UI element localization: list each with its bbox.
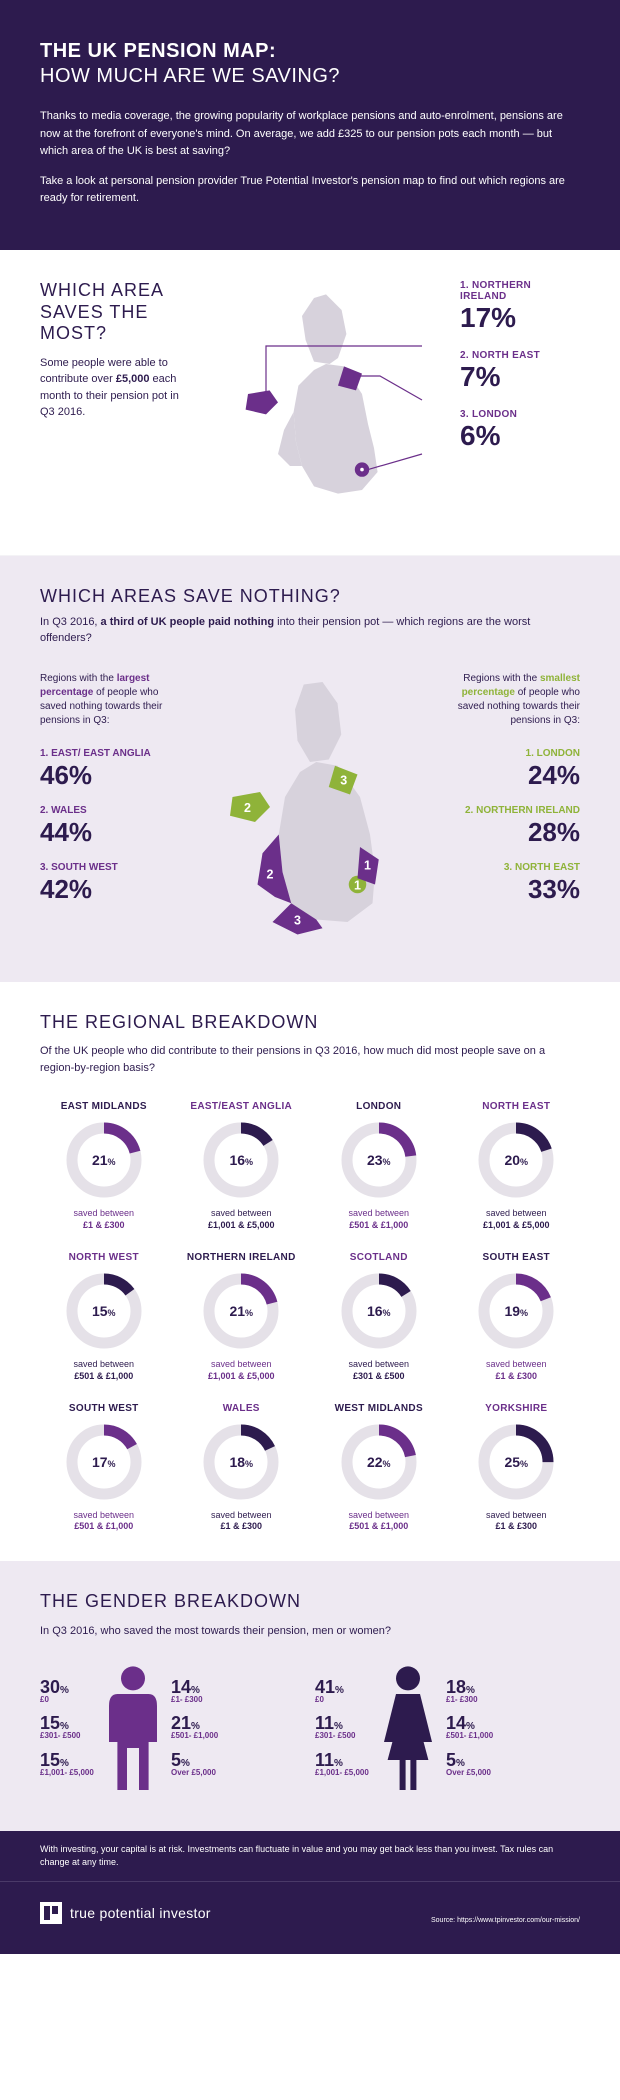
gender-stat: 21% £501- £1,000: [171, 1714, 226, 1741]
nothing-left-col: Regions with the largest percentage of p…: [40, 672, 170, 952]
svg-text:1: 1: [354, 878, 361, 892]
nothing-item: 1. LONDON 24%: [450, 748, 580, 791]
section-save-nothing: WHICH AREAS SAVE NOTHING? In Q3 2016, a …: [0, 556, 620, 982]
regional-title: THE REGIONAL BREAKDOWN: [40, 1012, 580, 1034]
region-donut: YORKSHIRE 25% saved between £1 & £300: [453, 1403, 581, 1532]
nothing-right-col: Regions with the smallest percentage of …: [450, 672, 580, 952]
hero-p1: Thanks to media coverage, the growing po…: [40, 108, 580, 161]
region-donut: NORTH EAST 20% saved between £1,001 & £5…: [453, 1101, 581, 1230]
nothing-item: 1. EAST/ EAST ANGLIA 46%: [40, 748, 170, 791]
saves-most-ranks: 1. NORTHERN IRELAND 17% 2. NORTH EAST 7%…: [460, 280, 580, 525]
nothing-item: 3. NORTH EAST 33%: [450, 862, 580, 905]
footer: true potential investor Source: https://…: [0, 1881, 620, 1954]
svg-text:1: 1: [364, 858, 371, 872]
svg-text:2: 2: [244, 801, 251, 815]
regional-sub: Of the UK people who did contribute to t…: [40, 1043, 580, 1076]
svg-text:3: 3: [294, 913, 301, 927]
section-regional: THE REGIONAL BREAKDOWN Of the UK people …: [0, 982, 620, 1562]
man-icon: [103, 1664, 163, 1796]
rank-item: 2. NORTH EAST 7%: [460, 350, 580, 393]
gender-stat: 11% £1,001- £5,000: [315, 1751, 370, 1778]
region-donut: EAST/EAST ANGLIA 16% saved between £1,00…: [178, 1101, 306, 1230]
nothing-item: 2. WALES 44%: [40, 805, 170, 848]
footer-logo: true potential investor: [40, 1902, 211, 1924]
uk-map-nothing: 2 3 1 2 3 1: [185, 672, 435, 947]
gender-stat: 11% £301- £500: [315, 1714, 370, 1741]
saves-most-title: WHICH AREASAVES THE MOST?: [40, 280, 180, 345]
gender-stat: 14% £501- £1,000: [446, 1714, 501, 1741]
region-donut: NORTHERN IRELAND 21% saved between £1,00…: [178, 1252, 306, 1381]
region-donut: SOUTH WEST 17% saved between £501 & £1,0…: [40, 1403, 168, 1532]
gender-sub: In Q3 2016, who saved the most towards t…: [40, 1623, 580, 1640]
gender-stat: 18% £1- £300: [446, 1678, 501, 1705]
hero-section: THE UK PENSION MAP: HOW MUCH ARE WE SAVI…: [0, 0, 620, 250]
footer-source: Source: https://www.tpinvestor.com/our-m…: [431, 1917, 580, 1924]
gender-stat: 5% Over £5,000: [171, 1751, 226, 1778]
disclaimer: With investing, your capital is at risk.…: [0, 1831, 620, 1880]
region-donut: LONDON 23% saved between £501 & £1,000: [315, 1101, 443, 1230]
logo-icon: [40, 1902, 62, 1924]
gender-women: 41% £0 11% £301- £500 11% £1,001- £5,000…: [315, 1664, 580, 1801]
hero-subtitle: HOW MUCH ARE WE SAVING?: [40, 65, 580, 88]
gender-stat: 14% £1- £300: [171, 1678, 226, 1705]
nothing-item: 2. NORTHERN IRELAND 28%: [450, 805, 580, 848]
gender-stat: 30% £0: [40, 1678, 95, 1705]
svg-text:2: 2: [267, 867, 274, 881]
woman-icon: [378, 1664, 438, 1796]
section-saves-most: WHICH AREASAVES THE MOST? Some people we…: [0, 250, 620, 555]
section-gender: THE GENDER BREAKDOWN In Q3 2016, who sav…: [0, 1561, 620, 1831]
saves-most-sub: Some people were able to contribute over…: [40, 355, 180, 421]
region-donut: SCOTLAND 16% saved between £301 & £500: [315, 1252, 443, 1381]
region-donut: NORTH WEST 15% saved between £501 & £1,0…: [40, 1252, 168, 1381]
nothing-sub: In Q3 2016, a third of UK people paid no…: [40, 614, 580, 647]
nothing-title: WHICH AREAS SAVE NOTHING?: [40, 586, 580, 608]
gender-men: 30% £0 15% £301- £500 15% £1,001- £5,000…: [40, 1664, 305, 1801]
uk-map-saves-most: [200, 280, 440, 520]
svg-text:3: 3: [340, 773, 347, 787]
hero-title: THE UK PENSION MAP:: [40, 40, 580, 63]
nothing-item: 3. SOUTH WEST 42%: [40, 862, 170, 905]
gender-stat: 15% £301- £500: [40, 1714, 95, 1741]
rank-item: 3. LONDON 6%: [460, 409, 580, 452]
region-donut: WEST MIDLANDS 22% saved between £501 & £…: [315, 1403, 443, 1532]
region-donut: WALES 18% saved between £1 & £300: [178, 1403, 306, 1532]
region-donut: EAST MIDLANDS 21% saved between £1 & £30…: [40, 1101, 168, 1230]
rank-item: 1. NORTHERN IRELAND 17%: [460, 280, 580, 334]
gender-stat: 15% £1,001- £5,000: [40, 1751, 95, 1778]
region-donut: SOUTH EAST 19% saved between £1 & £300: [453, 1252, 581, 1381]
gender-stat: 41% £0: [315, 1678, 370, 1705]
hero-p2: Take a look at personal pension provider…: [40, 173, 580, 208]
gender-stat: 5% Over £5,000: [446, 1751, 501, 1778]
gender-title: THE GENDER BREAKDOWN: [40, 1591, 580, 1613]
